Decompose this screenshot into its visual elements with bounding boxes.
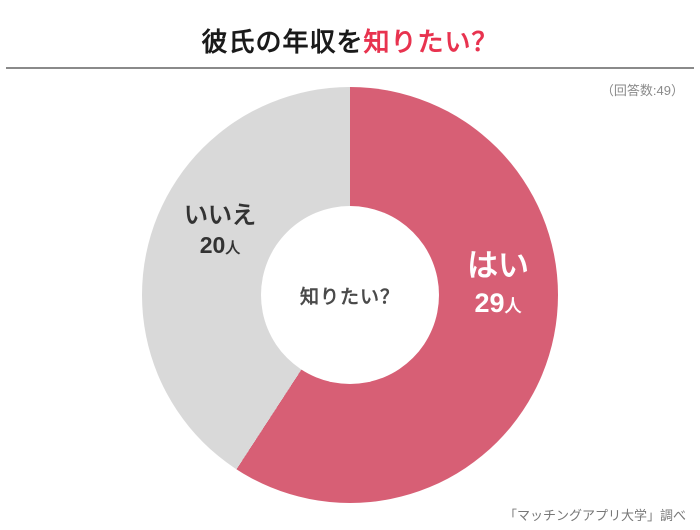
title-divider: [6, 67, 694, 69]
slice-label-yes-category: はい: [467, 248, 529, 283]
slice-label-no-category: いいえ: [184, 202, 256, 229]
donut-center-label: 知りたい？: [299, 286, 400, 308]
donut-chart: 知りたい？: [142, 87, 558, 503]
page-title: 彼氏の年収を知りたい？: [0, 22, 700, 59]
source-credit: 「マッチングアプリ大学」調べ: [503, 508, 686, 523]
donut-hole: 知りたい？: [261, 206, 439, 384]
slice-label-yes-value: 29人: [474, 288, 522, 319]
slice-label-no: いいえ 20人: [150, 200, 290, 261]
slice-label-no-value: 20人: [199, 232, 241, 259]
page-title-accent: 知りたい？: [363, 27, 499, 57]
respondents-count: （回答数:49）: [600, 83, 684, 98]
page-title-plain: 彼氏の年収を: [201, 27, 364, 57]
slice-label-yes: はい 29人: [418, 246, 578, 321]
